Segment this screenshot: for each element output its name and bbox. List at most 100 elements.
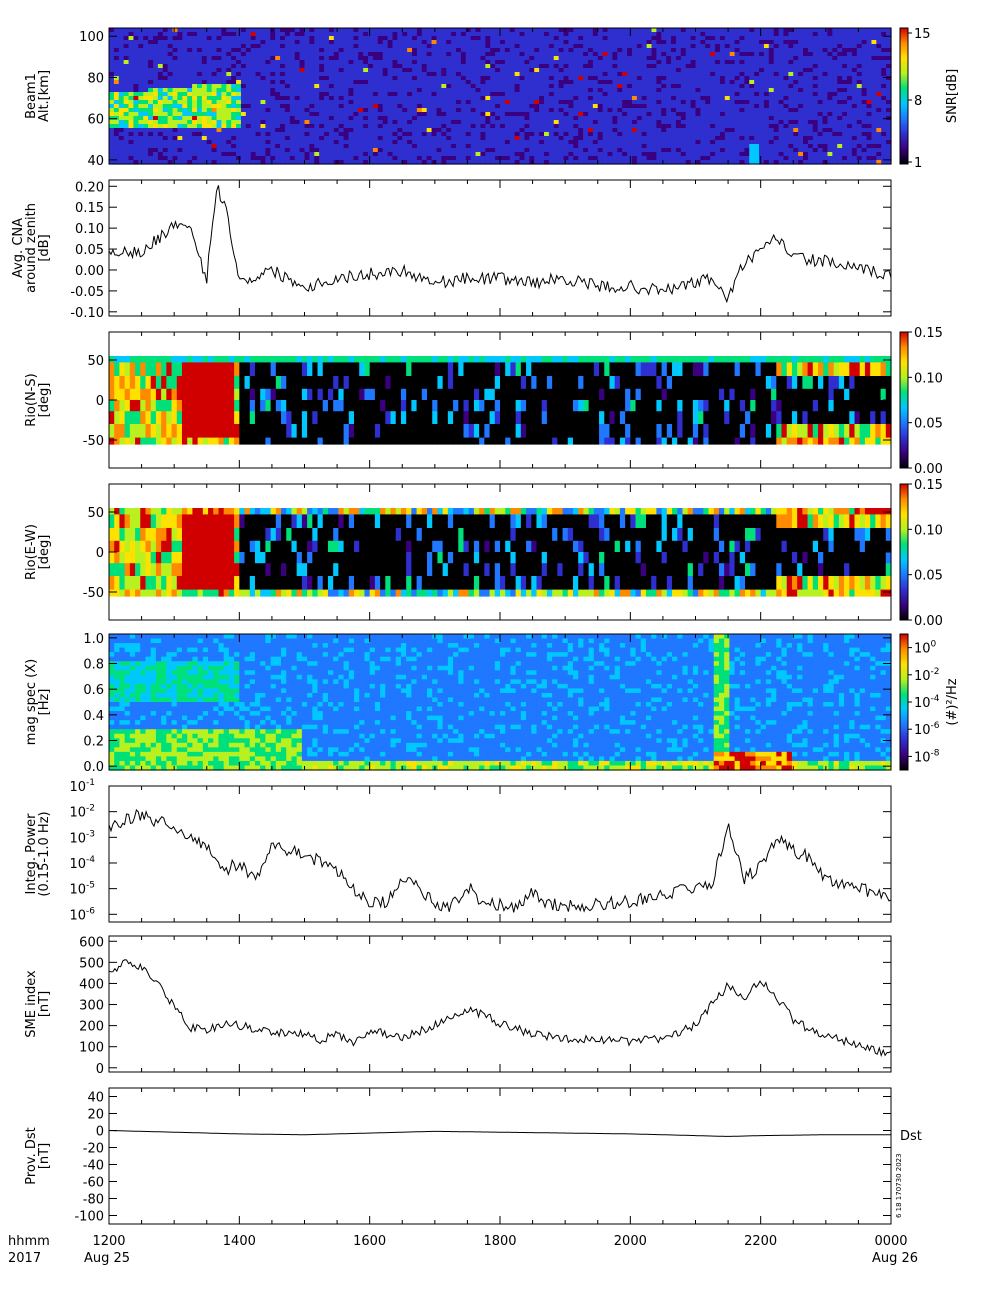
heat-cell-beam xyxy=(524,100,530,105)
heat-cell-beam xyxy=(680,64,687,69)
heat-cell-beam xyxy=(446,88,452,93)
heat-cell-beam xyxy=(563,60,570,65)
heat-cell-beam xyxy=(368,128,374,133)
heat-cell-beam xyxy=(646,28,653,33)
heat-cell-beam xyxy=(465,32,472,37)
heat-cell-beam xyxy=(113,156,120,161)
heat-cell-beam xyxy=(812,124,819,129)
heat-cell-beam xyxy=(495,68,501,73)
heat-cell-beam xyxy=(226,108,232,113)
heat-cell-beam xyxy=(192,100,198,105)
heat-cell-beam xyxy=(812,56,819,61)
heat-cell-beam xyxy=(514,64,521,69)
heat-cell-beam xyxy=(162,48,169,53)
heat-cell-beam xyxy=(641,80,648,85)
heat-cell-beam xyxy=(700,140,706,145)
heat-cell-beam xyxy=(187,40,193,45)
heat-cell-beam xyxy=(798,120,804,125)
heat-cell-beam xyxy=(514,40,521,45)
heat-cell-beam xyxy=(592,44,599,49)
heat-cell-beam xyxy=(436,148,442,153)
heat-cell-beam xyxy=(553,48,560,53)
heat-cell-beam xyxy=(592,148,599,153)
heat-cell-beam xyxy=(201,124,208,129)
heat-cell-beam xyxy=(333,48,340,53)
heat-cell-beam xyxy=(627,64,633,69)
heat-cell-beam xyxy=(759,52,765,57)
heat-cell-beam xyxy=(416,72,423,77)
heat-cell-beam xyxy=(143,32,149,37)
heat-cell-beam xyxy=(412,116,418,121)
heat-cell-beam xyxy=(177,56,183,61)
heat-cell-beam xyxy=(402,80,408,85)
heat-cell-beam xyxy=(715,56,721,61)
heat-cell-beam xyxy=(607,40,614,45)
heat-cell-beam xyxy=(558,32,565,37)
heat-cell-beam xyxy=(690,48,697,53)
heat-cell-beam xyxy=(509,120,516,125)
heat-cell-beam xyxy=(705,140,711,145)
heat-cell-beam xyxy=(187,132,193,137)
heat-cell-beam xyxy=(715,104,721,109)
heat-cell-beam xyxy=(607,36,614,41)
heat-cell-beam xyxy=(304,120,310,125)
heat-cell-beam xyxy=(372,44,379,49)
heat-cell-beam xyxy=(636,68,643,73)
heat-cell-beam xyxy=(548,108,555,113)
heat-cell-beam xyxy=(500,64,506,69)
heat-cell-beam xyxy=(304,100,310,105)
heat-cell-beam xyxy=(451,68,457,73)
heat-cell-beam xyxy=(123,68,130,73)
heat-cell-beam xyxy=(451,96,457,101)
heat-cell-beam xyxy=(646,136,653,141)
heat-cell-beam xyxy=(710,48,716,53)
heat-cell-beam xyxy=(348,72,354,77)
heat-cell-beam xyxy=(465,132,472,137)
heat-cell-beam xyxy=(128,72,135,77)
heat-cell-beam xyxy=(671,148,677,153)
heat-cell-beam xyxy=(162,32,169,37)
heat-cell-beam xyxy=(759,72,765,77)
heat-cell-beam xyxy=(206,132,213,137)
heat-cell-beam xyxy=(563,28,570,33)
heat-cell-beam xyxy=(768,152,775,157)
heat-cell-beam xyxy=(138,100,144,105)
heat-cell-beam xyxy=(631,116,638,121)
heat-cell-beam xyxy=(719,116,726,121)
heat-cell-beam xyxy=(172,104,179,109)
heat-cell-beam xyxy=(617,52,623,57)
heat-cell-beam xyxy=(773,124,780,129)
heat-cell-beam xyxy=(436,52,442,57)
heat-cell-beam xyxy=(309,108,315,113)
heat-cell-beam xyxy=(627,48,633,53)
heat-cell-beam xyxy=(656,144,662,149)
heat-cell-beam xyxy=(451,88,457,93)
heat-cell-beam xyxy=(382,92,389,97)
heat-cell-beam xyxy=(754,48,760,53)
heat-cell-beam xyxy=(807,148,814,153)
heat-cell-beam xyxy=(734,88,741,93)
heat-cell-beam xyxy=(270,104,276,109)
heat-cell-beam xyxy=(631,88,638,93)
heat-cell-beam xyxy=(651,92,657,97)
heat-cell-beam xyxy=(744,64,750,69)
heat-cell-beam xyxy=(260,28,266,33)
heat-cell-beam xyxy=(768,72,775,77)
heat-cell-beam xyxy=(431,84,438,89)
heat-cell-beam xyxy=(583,56,589,61)
heat-cell-beam xyxy=(245,128,252,133)
heat-cell-beam xyxy=(343,56,350,61)
heat-cell-beam xyxy=(490,44,496,49)
heat-cell-beam xyxy=(759,104,765,109)
heat-cell-beam xyxy=(299,148,306,153)
heat-cell-beam xyxy=(372,148,379,153)
heat-cell-beam xyxy=(382,96,389,101)
heat-cell-beam xyxy=(475,96,482,101)
heat-cell-beam xyxy=(788,44,794,49)
heat-cell-beam xyxy=(656,112,662,117)
heat-cell-beam xyxy=(211,104,218,109)
heat-cell-beam xyxy=(275,88,281,93)
heat-cell-beam xyxy=(700,96,706,101)
heat-cell-beam xyxy=(148,88,154,93)
heat-cell-beam xyxy=(490,56,496,61)
